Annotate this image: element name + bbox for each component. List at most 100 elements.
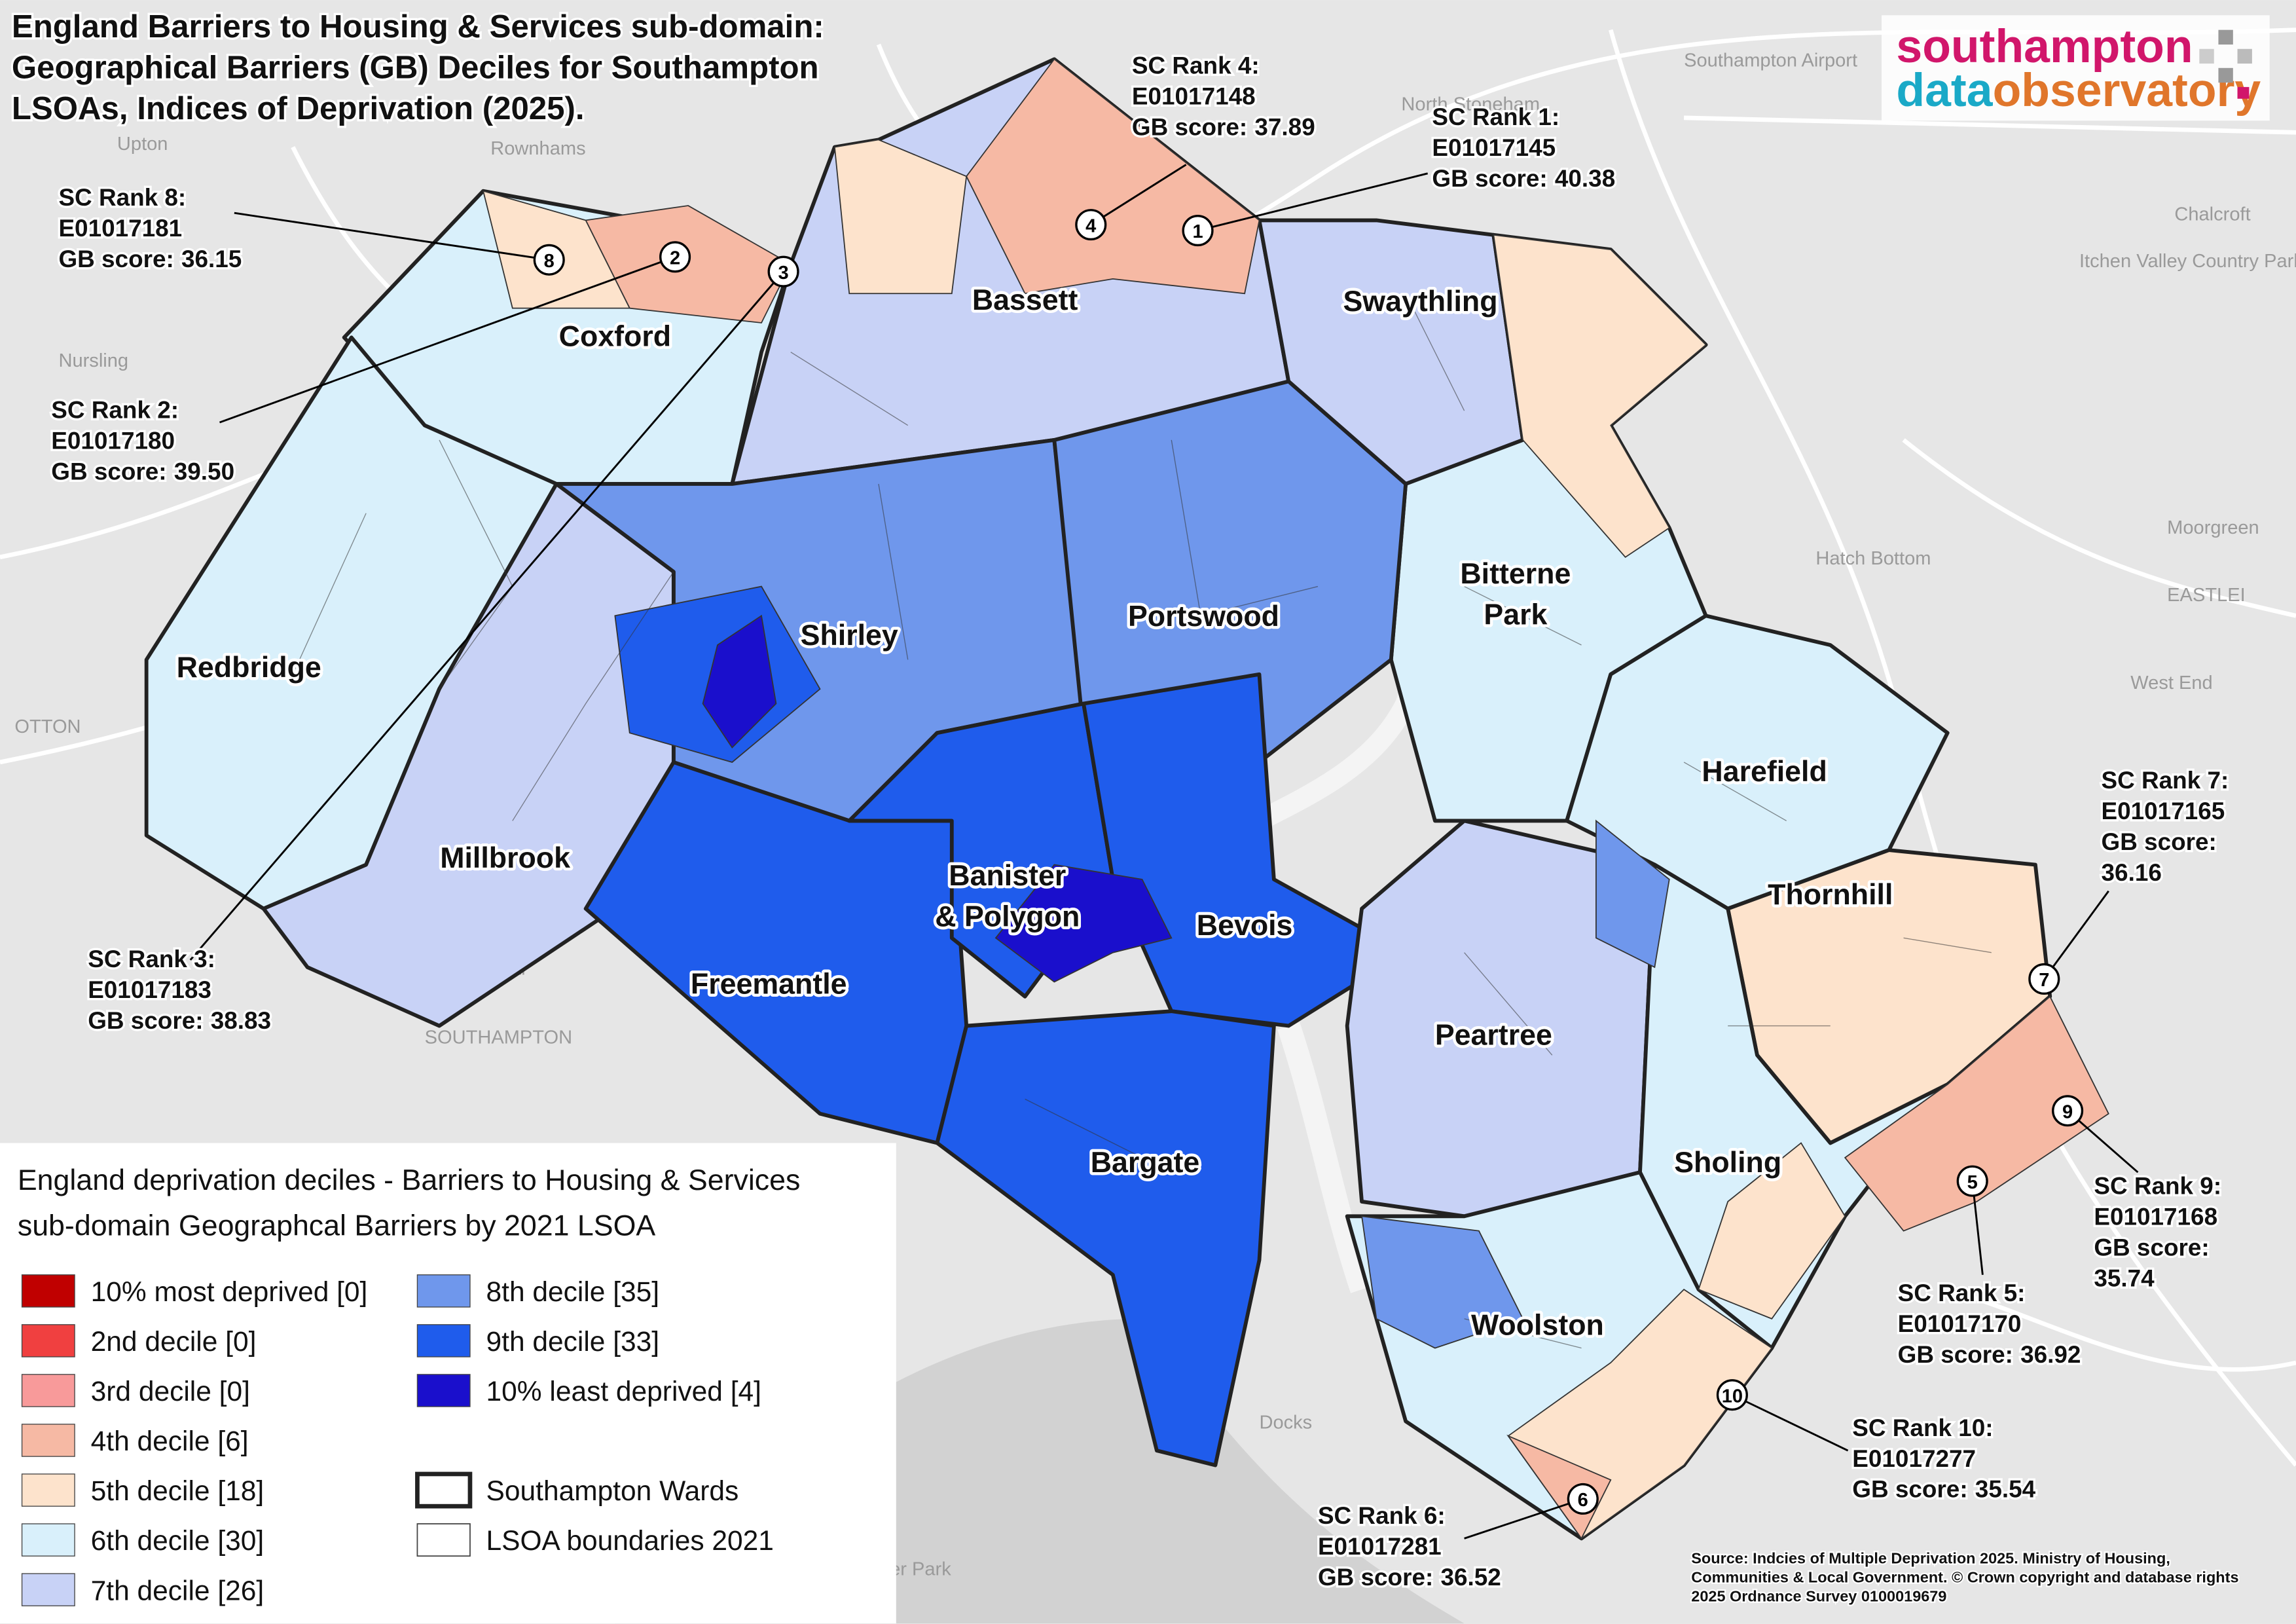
rank-marker-label: 3: [778, 263, 788, 284]
rank-heading: SC Rank 10:: [1852, 1414, 1993, 1441]
logo-pixels: [2199, 29, 2252, 99]
lsoa-area: [1493, 234, 1707, 559]
basemap-label: Itchen Valley Country Park: [2079, 251, 2296, 272]
legend-swatch: [21, 1274, 75, 1308]
basemap-label: EASTLEI: [2167, 585, 2246, 606]
basemap-label: Moorgreen: [2167, 517, 2259, 538]
basemap-label: Rownhams: [490, 138, 585, 159]
rank-score: 39.50: [174, 458, 234, 485]
rank-score-line: GB score: 38.83: [88, 1007, 271, 1034]
rank-marker-label: 2: [670, 248, 680, 269]
rank-lsoa: E01017170: [1898, 1310, 2022, 1337]
rank-heading: SC Rank 9:: [2094, 1173, 2221, 1200]
rank-marker-label: 9: [2062, 1101, 2073, 1122]
legend-swatch: [416, 1274, 471, 1308]
rank-score-label: GB score:: [1898, 1341, 2013, 1368]
rank-marker-label: 5: [1967, 1172, 1978, 1193]
rank-marker-label: 1: [1192, 221, 1203, 242]
rank-heading: SC Rank 1:: [1432, 103, 1559, 130]
rank-score-line: GB score: 35.54: [1852, 1476, 2035, 1503]
rank-score: 38.83: [211, 1007, 271, 1034]
rank-score-label: GB score:: [2094, 1234, 2209, 1261]
callout-line: [234, 212, 549, 261]
legend-label: 8th decile [35]: [486, 1277, 660, 1308]
rank-heading: SC Rank 6:: [1318, 1502, 1446, 1529]
basemap-label: Nursling: [58, 350, 128, 371]
river-itchen: [1277, 1022, 1374, 1293]
ward-label: Bitterne: [1460, 558, 1571, 590]
lsoa-area: [702, 614, 777, 748]
rank-marker: [1567, 1483, 1599, 1515]
rank-heading: SC Rank 5:: [1898, 1280, 2026, 1306]
rank-marker: [1182, 215, 1214, 247]
ward-label: & Polygon: [935, 900, 1080, 932]
legend-swatch: [416, 1374, 471, 1407]
legend-swatch: [416, 1324, 471, 1357]
rank-score-label: GB score:: [51, 458, 166, 485]
legend-label: 9th decile [33]: [486, 1327, 660, 1357]
ward-label: Bassett: [972, 284, 1078, 316]
ward-label: Thornhill: [1768, 879, 1893, 911]
rank-marker: [2052, 1095, 2084, 1127]
ward-label: Bargate: [1091, 1147, 1200, 1179]
rank-score-line: GB score: 39.50: [51, 458, 234, 485]
title: England Barriers to Housing & Services s…: [10, 6, 827, 128]
ward-label: Sholing: [1674, 1147, 1781, 1179]
wards: [144, 57, 2109, 1541]
basemap-label: Docks: [1259, 1412, 1312, 1433]
basemap-label: Upton: [117, 134, 168, 155]
legend: England deprivation deciles - Barriers t…: [0, 1143, 896, 1624]
lsoa-area: [1360, 1215, 1524, 1349]
rank-marker-label: 8: [544, 251, 555, 272]
rank-heading: SC Rank 4:: [1132, 52, 1260, 79]
rank-lsoa: E01017281: [1318, 1533, 1442, 1560]
rank-score-line: GB score: 36.52: [1318, 1564, 1501, 1591]
rank-score: 36.92: [2020, 1341, 2081, 1368]
rank-marker: [1716, 1379, 1748, 1411]
ward-label: Redbridge: [177, 652, 321, 684]
rank-marker: [2028, 963, 2060, 995]
ward-label: Harefield: [1702, 756, 1827, 788]
rank-lsoa: E01017148: [1132, 83, 1256, 110]
basemap-label: OTTON: [14, 716, 81, 737]
legend-title: England deprivation deciles - Barriers t…: [18, 1164, 801, 1196]
rank-score: 35.74: [2094, 1265, 2155, 1292]
rank-marker-label: 10: [1722, 1386, 1743, 1407]
legend-label: 4th decile [6]: [91, 1426, 249, 1457]
ward-label: Swaythling: [1343, 286, 1497, 318]
rank-score: 36.52: [1440, 1564, 1501, 1591]
rank-score-line: GB score: 37.89: [1132, 114, 1315, 141]
rank-heading: SC Rank 7:: [2102, 767, 2229, 794]
rank-score: 36.16: [2102, 859, 2162, 886]
rank-lsoa: E01017180: [51, 427, 175, 454]
ward-label: Shirley: [801, 619, 898, 652]
legend-swatch: [21, 1473, 75, 1507]
rank-marker: [1956, 1165, 1988, 1197]
rank-marker: [659, 241, 691, 273]
ward-label: Park: [1484, 599, 1547, 631]
rank-score-label: GB score:: [2102, 828, 2217, 855]
ward-label: Portswood: [1128, 600, 1279, 633]
legend-swatch: [21, 1573, 75, 1606]
lsoa-area: [833, 139, 968, 295]
rank-score-label: GB score:: [58, 246, 173, 272]
rank-score-label: GB score:: [1852, 1476, 1967, 1503]
lsoa-area: [994, 864, 1173, 983]
rank-heading: SC Rank 2:: [51, 396, 179, 423]
legend-label: Southampton Wards: [486, 1476, 739, 1507]
rank-callouts: 1 SC Rank 1: E01017145 GB score: 40.38 2 SC Ra…: [49, 50, 2231, 1593]
basemap-label: North Stoneham: [1401, 94, 1540, 115]
legend-label: 2nd decile [0]: [91, 1327, 257, 1357]
rank-score-line: GB score: 36.92: [1898, 1341, 2081, 1368]
ward-label: Woolston: [1471, 1309, 1604, 1341]
rank-score-line: GB score: 36.15: [58, 246, 242, 272]
legend-swatch: [21, 1324, 75, 1357]
rank-marker-label: 6: [1578, 1490, 1588, 1511]
ward-label: Coxford: [559, 321, 671, 353]
callout-line: [1464, 1498, 1584, 1540]
ward-label: Bevois: [1197, 910, 1293, 942]
rank-score: 35.54: [1975, 1476, 2036, 1503]
source-line: Communities & Local Government. © Crown …: [1691, 1568, 2238, 1585]
